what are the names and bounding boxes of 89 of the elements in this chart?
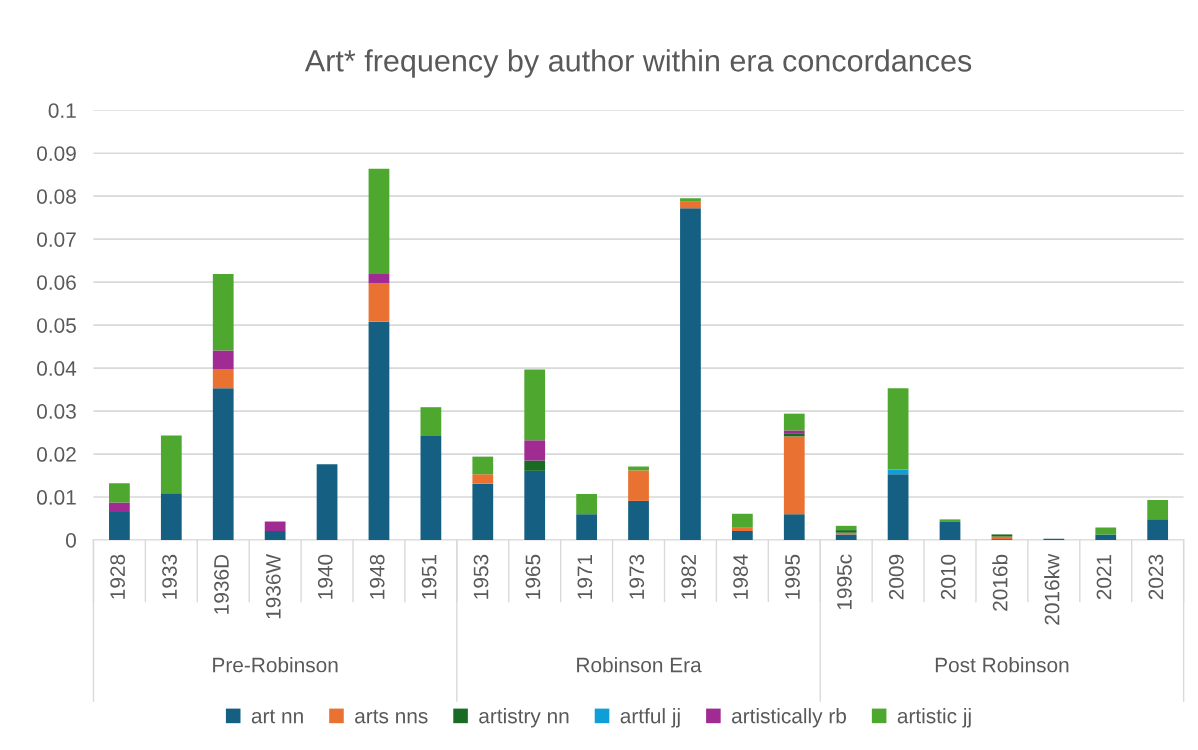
y-tick-label: 0.02 xyxy=(37,447,76,462)
bar xyxy=(783,514,805,540)
text: Robinson Era xyxy=(577,657,702,673)
bar xyxy=(680,201,701,209)
x-tick-label: 1995 xyxy=(785,554,800,599)
bar xyxy=(472,483,494,540)
bar xyxy=(1095,534,1117,540)
bar xyxy=(368,283,390,322)
y-tick-label: 0.04 xyxy=(37,361,77,376)
y-tick-label: 0.06 xyxy=(37,275,76,290)
bar xyxy=(783,413,805,431)
bar xyxy=(628,470,649,501)
bar xyxy=(887,474,909,540)
y-tick-label: 0.1 xyxy=(48,103,76,118)
legend-label: artful jj xyxy=(620,708,680,728)
bar xyxy=(472,456,494,475)
y-tick-label: 0.05 xyxy=(37,318,76,333)
bar xyxy=(524,369,546,441)
x-tick-label: 1982 xyxy=(681,554,697,599)
bar xyxy=(576,494,597,515)
y-tick-label: 0.07 xyxy=(37,232,76,247)
bar xyxy=(420,407,442,436)
bar xyxy=(264,530,286,540)
bar xyxy=(368,321,390,540)
y-tick-label: 0.01 xyxy=(37,490,76,505)
bar xyxy=(420,436,442,540)
bar xyxy=(680,198,701,202)
bar xyxy=(212,350,234,369)
x-tick-label: 1948 xyxy=(369,554,385,599)
x-tick-label: 1953 xyxy=(473,554,489,599)
x-tick-label: 1940 xyxy=(317,554,333,599)
bar xyxy=(524,440,546,461)
bar xyxy=(160,493,182,540)
bar xyxy=(212,273,234,351)
bar xyxy=(212,368,234,389)
y-tick-label: 0.03 xyxy=(37,404,76,419)
bar xyxy=(368,168,390,274)
legend-label: artistry nn xyxy=(479,708,569,728)
bar xyxy=(731,530,753,540)
bar xyxy=(109,483,130,503)
x-tick-label: 2016b xyxy=(992,554,1008,611)
bar xyxy=(524,460,546,471)
y-tick-label: 0.09 xyxy=(37,146,76,161)
bar xyxy=(628,500,649,540)
x-tick-label: 1951 xyxy=(421,554,437,599)
text: Post Robinson xyxy=(935,657,1069,673)
y-tick-label: 0 xyxy=(66,533,76,548)
x-tick-label: 2010 xyxy=(940,554,956,600)
x-tick-label: 1933 xyxy=(162,554,177,599)
bar xyxy=(160,435,182,494)
x-tick-label: 1995c xyxy=(837,554,852,610)
bar xyxy=(316,464,338,540)
x-tick-label: 1936D xyxy=(214,554,229,614)
bar xyxy=(576,514,597,540)
x-tick-label: 2021 xyxy=(1096,554,1112,600)
text: Pre-Robinson xyxy=(213,657,338,673)
x-tick-label: 1928 xyxy=(110,554,125,599)
bar xyxy=(109,512,130,540)
bar xyxy=(109,502,130,513)
bar xyxy=(939,519,961,522)
x-tick-label: 1965 xyxy=(525,554,541,599)
y-tick-label: 0.08 xyxy=(37,189,76,204)
bar xyxy=(731,527,753,531)
x-tick-label: 2023 xyxy=(1148,554,1164,600)
bar xyxy=(524,470,546,540)
legend-label: arts nns xyxy=(355,709,428,724)
legend-label: artistic jj xyxy=(897,708,971,728)
bar xyxy=(1147,519,1169,540)
bar xyxy=(783,436,805,515)
x-tick-label: 1936W xyxy=(265,553,281,619)
x-tick-label: 2009 xyxy=(888,554,904,600)
bar xyxy=(472,474,494,484)
bar xyxy=(731,513,753,528)
bar xyxy=(264,521,286,531)
x-tick-label: 1973 xyxy=(629,554,645,599)
bar xyxy=(939,521,961,540)
bar xyxy=(887,388,909,470)
x-tick-label: 2016kw xyxy=(1044,553,1060,625)
chart-title: Art* frequency by author within era concordances xyxy=(304,49,972,78)
bar xyxy=(1147,500,1169,520)
bar xyxy=(835,525,857,531)
bar xyxy=(368,273,390,284)
bar xyxy=(835,534,857,540)
x-tick-label: 1971 xyxy=(577,554,593,599)
x-tick-label: 1984 xyxy=(733,554,748,599)
legend-label: artistically rb xyxy=(731,708,846,728)
bar xyxy=(680,208,701,540)
legend-label: art nn xyxy=(251,709,303,724)
bar xyxy=(212,388,234,540)
